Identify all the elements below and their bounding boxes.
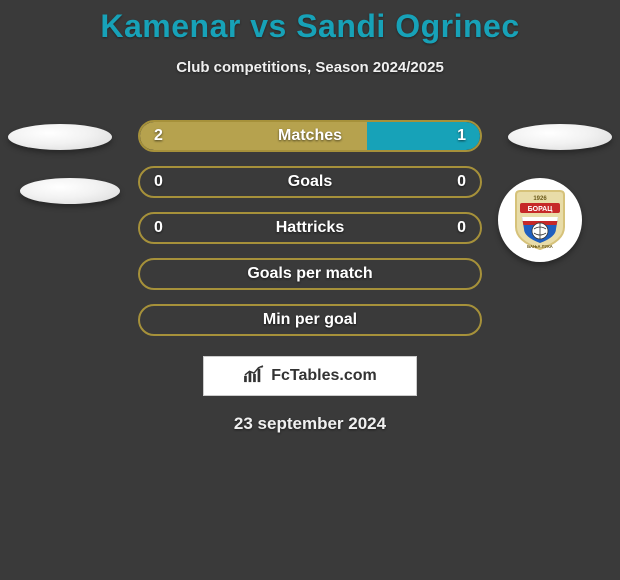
stat-label: Hattricks — [140, 219, 480, 237]
stat-row: 00Goals — [138, 166, 482, 198]
stat-label: Goals per match — [140, 265, 480, 283]
page-title: Kamenar vs Sandi Ogrinec — [0, 0, 620, 45]
stat-label: Min per goal — [140, 311, 480, 329]
date-label: 23 september 2024 — [0, 414, 620, 434]
stat-row: 00Hattricks — [138, 212, 482, 244]
subtitle: Club competitions, Season 2024/2025 — [0, 59, 620, 76]
attribution-text: FcTables.com — [271, 367, 377, 385]
club-shield-icon: 1926 БОРАЦ БАЊА ЛУКА — [512, 189, 568, 251]
svg-text:БАЊА ЛУКА: БАЊА ЛУКА — [527, 244, 553, 249]
right-player-oval — [508, 124, 612, 150]
stat-row: Goals per match — [138, 258, 482, 290]
right-club-logo: 1926 БОРАЦ БАЊА ЛУКА — [498, 178, 582, 262]
comparison-card: Kamenar vs Sandi Ogrinec Club competitio… — [0, 0, 620, 434]
barchart-icon — [243, 365, 265, 388]
stat-label: Goals — [140, 173, 480, 191]
svg-text:1926: 1926 — [533, 196, 547, 202]
svg-text:БОРАЦ: БОРАЦ — [528, 206, 554, 213]
stat-label: Matches — [140, 127, 480, 145]
left-player-oval-1 — [8, 124, 112, 150]
stat-row: 21Matches — [138, 120, 482, 152]
left-player-oval-2 — [20, 178, 120, 204]
stat-row: Min per goal — [138, 304, 482, 336]
attribution-badge: FcTables.com — [203, 356, 417, 396]
